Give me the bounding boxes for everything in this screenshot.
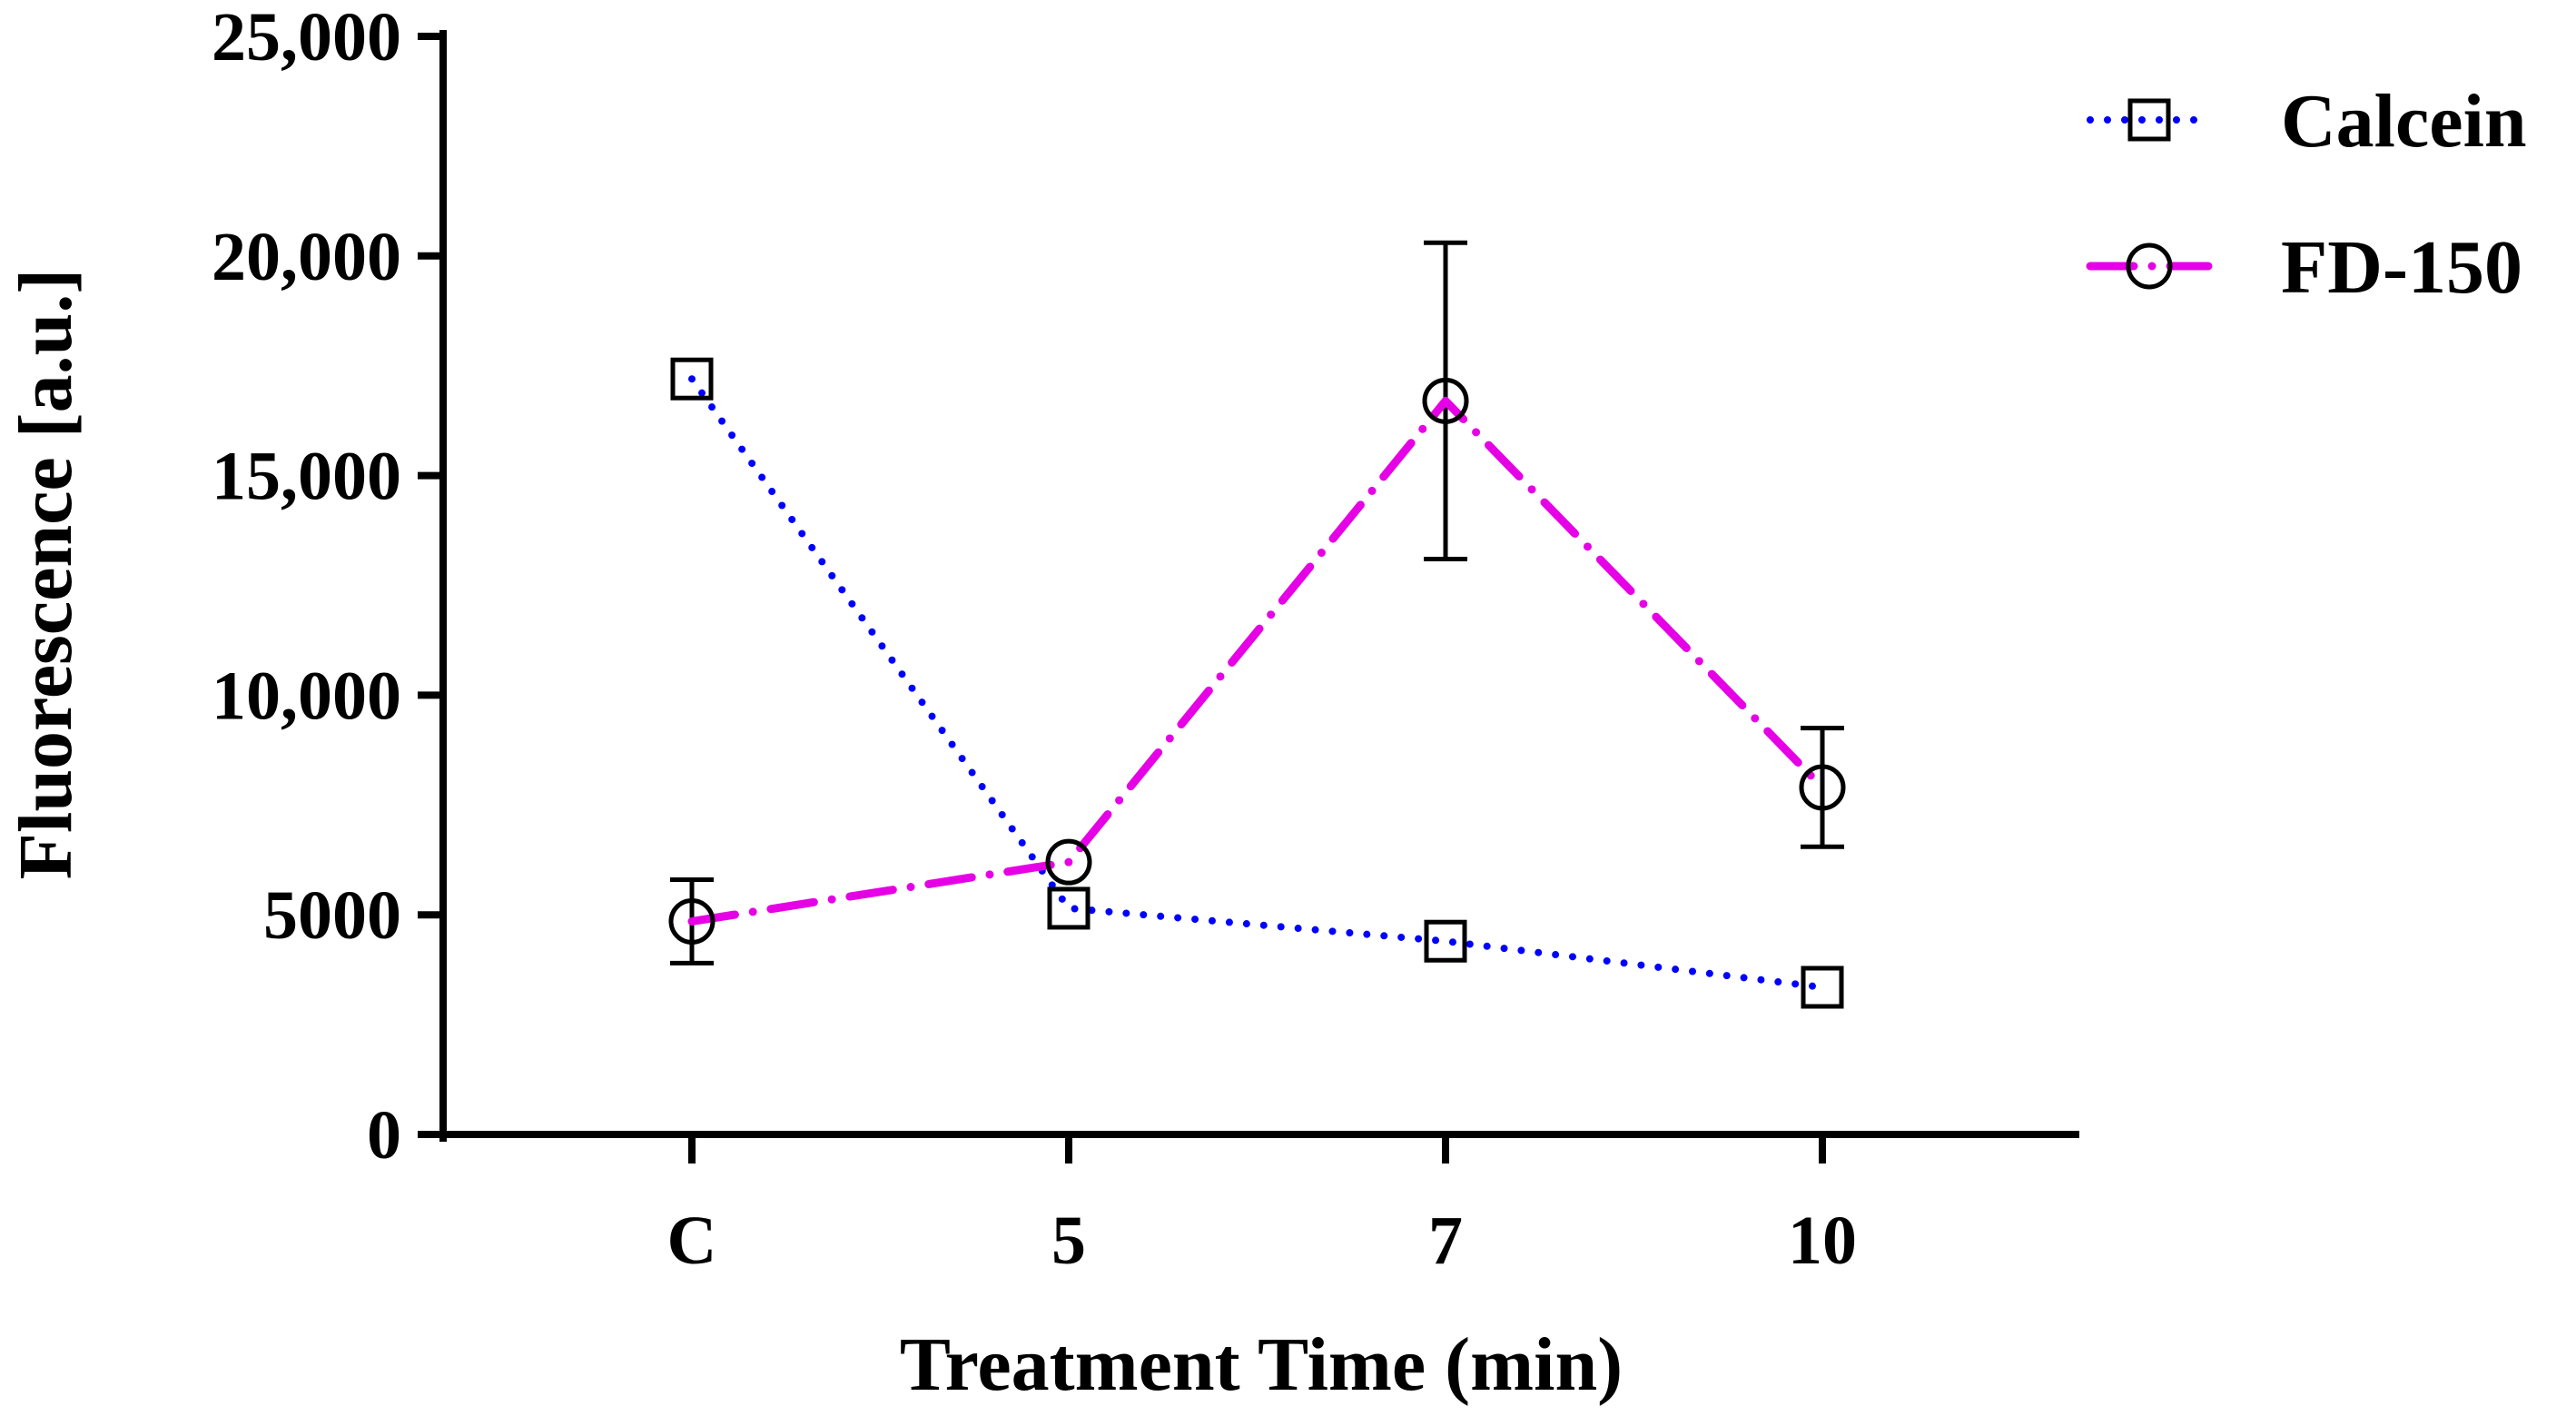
data-point-circle	[1422, 377, 1469, 424]
data-point-circle	[1045, 838, 1092, 886]
legend-item-calcein: Calcein	[2087, 79, 2527, 163]
y-tick-label: 25,000	[212, 0, 401, 75]
legend: Calcein FD-150	[2086, 79, 2527, 310]
x-tick-label: C	[667, 1203, 717, 1279]
x-ticks: C 5 7 10	[667, 1134, 1857, 1279]
data-point-circle	[668, 897, 716, 945]
x-axis-title: Treatment Time (min)	[900, 1322, 1623, 1407]
legend-marker-circle	[2126, 243, 2173, 290]
data-point-square	[1424, 919, 1467, 963]
axes	[439, 30, 2079, 1142]
series-line	[688, 375, 1826, 991]
legend-label: Calcein	[2281, 79, 2527, 163]
y-tick-label: 15,000	[212, 439, 401, 515]
x-tick-label: 10	[1788, 1203, 1857, 1279]
y-tick-label: 20,000	[212, 219, 401, 295]
data-point-square	[670, 357, 714, 401]
data-point-square	[1801, 966, 1844, 1009]
series-line	[687, 396, 1827, 926]
y-tick-label: 5000	[263, 877, 401, 954]
series-fd-150	[668, 240, 1846, 966]
legend-marker-square	[2127, 98, 2171, 142]
x-tick-label: 5	[1051, 1203, 1086, 1279]
x-tick-label: 7	[1428, 1203, 1463, 1279]
data-point-circle	[1799, 764, 1846, 811]
series-layer	[668, 240, 1846, 1009]
y-tick-label: 0	[367, 1097, 401, 1173]
series-calcein	[670, 357, 1844, 1009]
legend-label: FD-150	[2281, 225, 2522, 310]
legend-item-fd-150: FD-150	[2086, 225, 2522, 310]
data-point-square	[1047, 886, 1091, 930]
y-ticks: 0 5000 10,000 15,000 20,000 25,000	[212, 0, 443, 1173]
y-axis-title: Fluorescence [a.u.]	[4, 269, 88, 880]
y-tick-label: 10,000	[212, 658, 401, 734]
